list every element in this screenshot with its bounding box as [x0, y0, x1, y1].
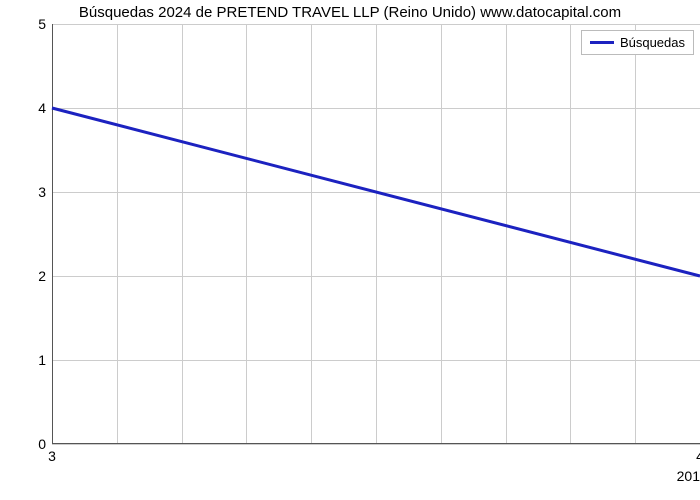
- chart-container: Búsquedas 2024 de PRETEND TRAVEL LLP (Re…: [0, 0, 700, 500]
- grid-line-h: [52, 444, 700, 445]
- plot-area: Búsquedas: [52, 24, 700, 444]
- y-tick-label: 5: [6, 16, 46, 32]
- legend: Búsquedas: [581, 30, 694, 55]
- y-tick-label: 3: [6, 184, 46, 200]
- y-tick-label: 1: [6, 352, 46, 368]
- legend-item: Búsquedas: [590, 35, 685, 50]
- x-tick-label: 4: [696, 448, 700, 464]
- x-axis-extra-label: 201: [677, 468, 700, 484]
- legend-label: Búsquedas: [620, 35, 685, 50]
- legend-swatch: [590, 41, 614, 44]
- x-tick-label: 3: [48, 448, 56, 464]
- y-tick-label: 4: [6, 100, 46, 116]
- y-tick-label: 0: [6, 436, 46, 452]
- chart-title: Búsquedas 2024 de PRETEND TRAVEL LLP (Re…: [0, 4, 700, 21]
- y-tick-label: 2: [6, 268, 46, 284]
- series-line: [52, 24, 700, 444]
